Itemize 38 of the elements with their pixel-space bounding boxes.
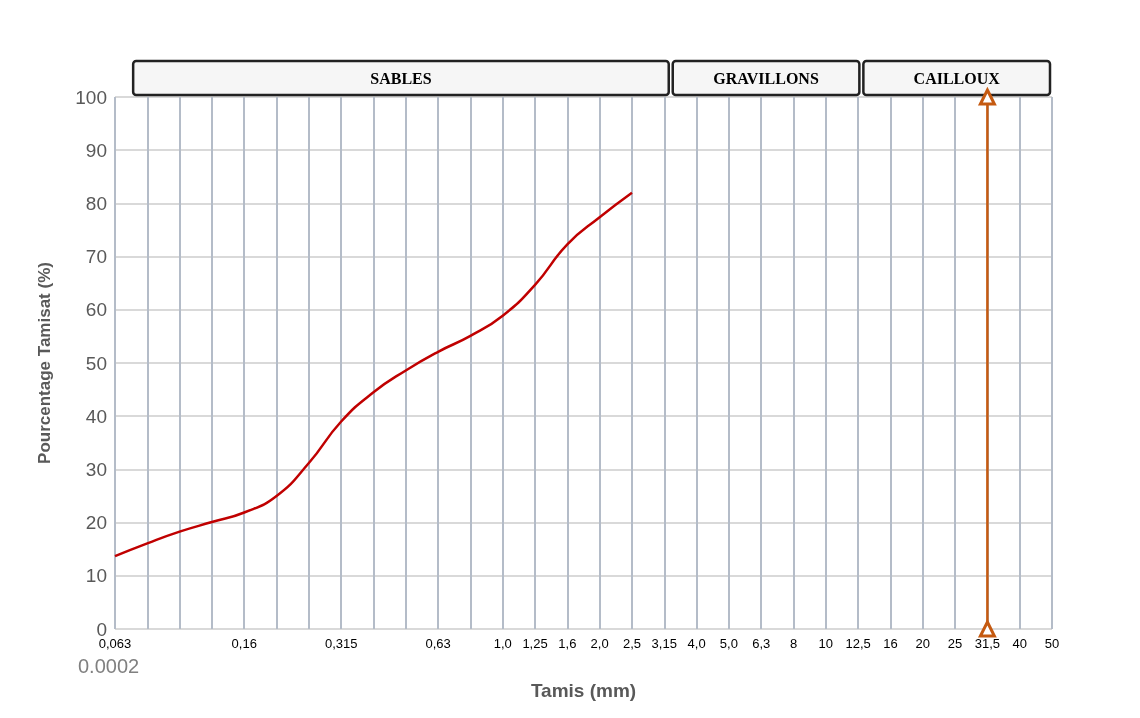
x-tick-label: 12,5: [845, 636, 871, 651]
x-tick-label: 10: [818, 636, 834, 651]
x-tick-label: 3,15: [651, 636, 677, 651]
y-tick-label: 10: [85, 565, 107, 587]
y-tick-label: 80: [85, 192, 107, 214]
y-tick-label: 100: [75, 86, 107, 108]
x-tick-label: 1,25: [522, 636, 548, 651]
x-tick-label: 4,0: [687, 636, 706, 651]
y-tick-label: 90: [85, 139, 107, 161]
x-tick-label: 5,0: [719, 636, 738, 651]
y-tick-label: 20: [85, 512, 107, 534]
y-tick-label: 70: [85, 246, 107, 268]
y-tick-label: 50: [85, 352, 107, 374]
x-tick-label: 0,16: [231, 636, 257, 651]
x-tick-label: 0,63: [425, 636, 451, 651]
y-tick-label: 40: [85, 405, 107, 427]
x-tick-label: 1,0: [493, 636, 512, 651]
x-tick-label: 16: [883, 636, 898, 651]
text: 0.0002: [78, 655, 140, 677]
text: GRAVILLONS: [713, 69, 819, 87]
x-tick-label: 50: [1044, 636, 1060, 651]
text: SABLES: [370, 69, 432, 87]
text: CAILLOUX: [913, 69, 1001, 87]
x-axis-title: Tamis (mm): [530, 680, 637, 701]
x-tick-label: 20: [915, 636, 930, 651]
y-tick-label: 60: [85, 299, 107, 321]
line-series: [113, 191, 634, 558]
x-tick-label: 8: [789, 636, 798, 651]
x-tick-label: 1,6: [558, 636, 577, 651]
y-tick-label: 30: [85, 458, 107, 480]
x-tick-label: 2,0: [590, 636, 609, 651]
x-tick-label: 25: [947, 636, 963, 651]
x-tick-label: 40: [1012, 636, 1027, 651]
x-tick-label: 0,315: [324, 636, 358, 651]
x-tick-label: 6,3: [752, 636, 771, 651]
y-axis-title: Pourcentage Tamisat (%): [35, 262, 54, 464]
x-tick-label: 2,5: [622, 636, 641, 651]
x-tick-label: 31,5: [974, 636, 1001, 651]
